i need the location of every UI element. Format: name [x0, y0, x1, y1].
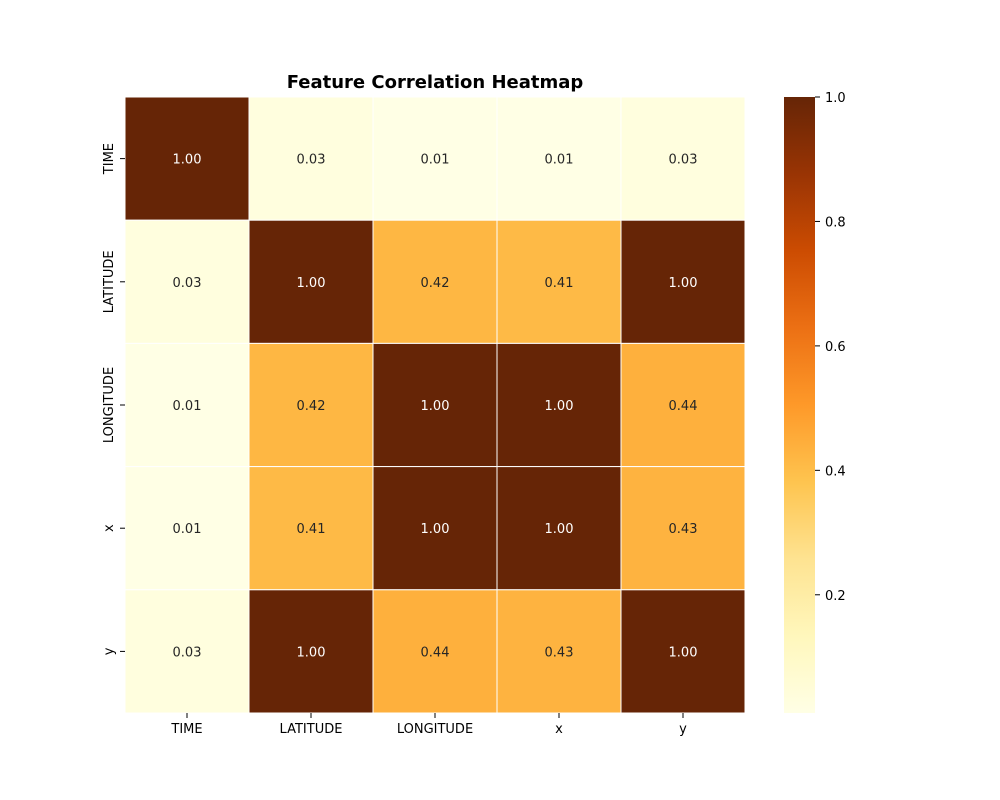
cell-value-label: 1.00 [669, 276, 698, 291]
colorbar-tick-label: 0.4 [825, 464, 846, 479]
x-axis: TIME LATITUDE LONGITUDE x y [170, 713, 687, 737]
cell-value-label: 1.00 [545, 399, 574, 414]
heatmap-cell [248, 466, 374, 591]
heatmap-cell [620, 466, 746, 591]
y-tick-label: x [102, 524, 117, 532]
heatmap-cell [124, 219, 250, 344]
heatmap-cell [372, 96, 498, 221]
cell-value-label: 0.03 [297, 153, 326, 168]
cell-value-label: 1.00 [297, 276, 326, 291]
cell-value-label: 0.42 [297, 399, 326, 414]
cell-value-label: 0.03 [173, 645, 202, 660]
x-tick-label: y [679, 722, 687, 737]
colorbar-tick-label: 0.8 [825, 215, 846, 230]
y-tick-label: LONGITUDE [102, 367, 117, 443]
heatmap-cell [248, 589, 374, 714]
cell-value-label: 0.41 [545, 276, 574, 291]
cell-value-label: 0.01 [173, 522, 202, 537]
y-tick-label: LATITUDE [102, 250, 117, 313]
x-tick-label: TIME [170, 722, 202, 737]
colorbar-tick-label: 1.0 [825, 91, 846, 106]
colorbar-tick-label: 0.2 [825, 589, 846, 604]
chart-title: Feature Correlation Heatmap [287, 72, 584, 93]
heatmap-cell [620, 219, 746, 344]
heatmap-cell [372, 466, 498, 591]
heatmap-cell [496, 342, 622, 468]
cell-value-label: 1.00 [421, 399, 450, 414]
x-tick-label: LONGITUDE [397, 722, 473, 737]
colorbar-gradient [784, 97, 815, 713]
cell-value-label: 0.43 [669, 522, 698, 537]
x-tick-label: x [555, 722, 563, 737]
heatmap-cell [248, 96, 374, 221]
cell-value-label: 0.03 [173, 276, 202, 291]
heatmap-cell [372, 589, 498, 714]
heatmap-cell [124, 589, 250, 714]
heatmap-cell [496, 466, 622, 591]
cell-value-label: 1.00 [421, 522, 450, 537]
cell-value-label: 0.03 [669, 153, 698, 168]
heatmap-cell [620, 342, 746, 468]
heatmap-cell [372, 342, 498, 468]
cell-value-label: 1.00 [545, 522, 574, 537]
cell-value-label: 0.43 [545, 645, 574, 660]
cell-value-label: 0.01 [545, 153, 574, 168]
x-tick-label: LATITUDE [280, 722, 343, 737]
colorbar-tick-label: 0.6 [825, 340, 846, 355]
heatmap-cell [124, 96, 250, 221]
heatmap-cell [620, 96, 746, 221]
y-axis: TIME LATITUDE LONGITUDE x y [102, 143, 125, 655]
heatmap-cell [248, 342, 374, 468]
cell-value-label: 0.41 [297, 522, 326, 537]
heatmap-cells: 1.00 0.03 0.01 0.01 0.03 0.03 1.00 0.42 0.41 1.00… [124, 96, 746, 714]
heatmap-cell [620, 589, 746, 714]
cell-value-label: 0.44 [421, 645, 450, 660]
cell-value-label: 1.00 [297, 645, 326, 660]
cell-value-label: 0.44 [669, 399, 698, 414]
cell-value-label: 0.01 [173, 399, 202, 414]
cell-value-label: 0.42 [421, 276, 450, 291]
heatmap-cell [496, 96, 622, 221]
y-tick-label: TIME [102, 143, 117, 175]
colorbar: 0.2 0.4 0.6 0.8 1.0 [784, 91, 846, 713]
cell-value-label: 0.01 [421, 153, 450, 168]
heatmap-cell [372, 219, 498, 344]
cell-value-label: 1.00 [669, 645, 698, 660]
y-tick-label: y [102, 647, 117, 655]
cell-value-label: 1.00 [173, 153, 202, 168]
